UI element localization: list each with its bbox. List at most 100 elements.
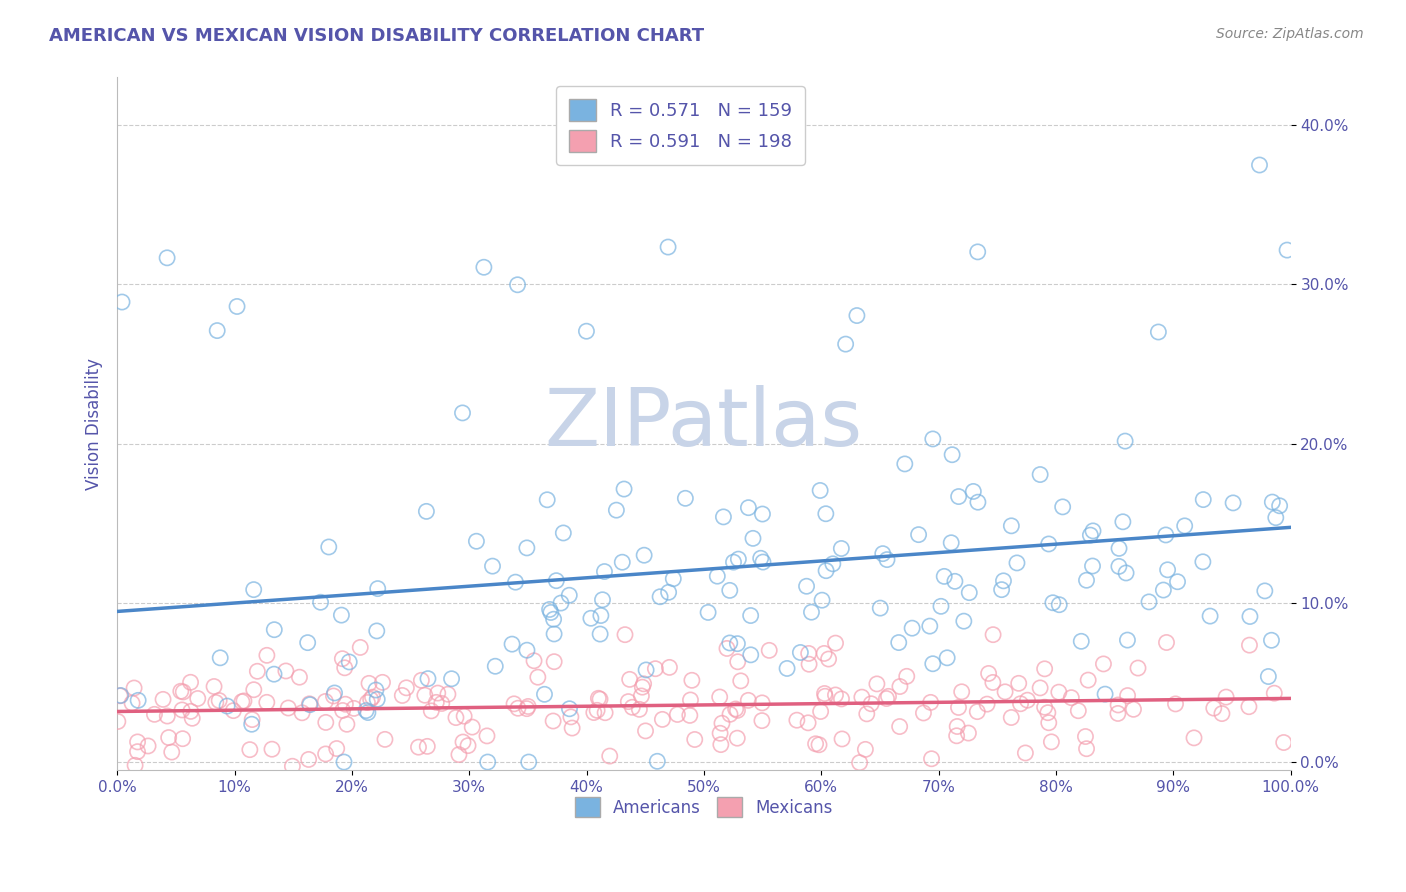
Point: [872, 547, 894, 561]
Point: [332, 704, 354, 718]
Point: [994, 685, 1017, 699]
Point: [575, 324, 598, 338]
Point: [242, 582, 264, 597]
Point: [920, 695, 942, 709]
Point: [298, 752, 321, 766]
Legend: Americans, Mexicans: Americans, Mexicans: [568, 790, 839, 824]
Point: [929, 599, 952, 614]
Point: [444, 710, 467, 724]
Point: [395, 681, 418, 695]
Point: [1249, 158, 1271, 172]
Point: [727, 703, 749, 717]
Point: [901, 621, 924, 635]
Point: [1038, 537, 1060, 551]
Point: [1077, 673, 1099, 687]
Point: [797, 647, 820, 661]
Point: [1211, 706, 1233, 721]
Point: [887, 635, 910, 649]
Point: [589, 608, 612, 623]
Point: [1116, 633, 1139, 648]
Point: [523, 654, 546, 668]
Point: [621, 700, 644, 714]
Point: [1275, 243, 1298, 257]
Point: [288, 670, 311, 684]
Point: [1156, 635, 1178, 649]
Point: [180, 705, 202, 719]
Point: [1017, 693, 1039, 707]
Point: [1108, 541, 1130, 556]
Point: [804, 737, 827, 751]
Point: [246, 665, 269, 679]
Point: [673, 491, 696, 506]
Point: [1052, 500, 1074, 514]
Point: [451, 406, 474, 420]
Point: [181, 711, 204, 725]
Point: [465, 534, 488, 549]
Point: [1268, 499, 1291, 513]
Point: [1215, 690, 1237, 704]
Point: [1074, 730, 1097, 744]
Point: [330, 608, 353, 623]
Point: [1147, 325, 1170, 339]
Point: [633, 677, 655, 691]
Point: [516, 643, 538, 657]
Point: [475, 729, 498, 743]
Point: [425, 695, 447, 709]
Point: [957, 585, 980, 599]
Point: [814, 690, 837, 704]
Point: [713, 509, 735, 524]
Point: [866, 677, 889, 691]
Point: [941, 535, 963, 549]
Point: [697, 606, 720, 620]
Point: [630, 689, 652, 703]
Point: [170, 684, 193, 698]
Point: [461, 720, 484, 734]
Point: [517, 755, 540, 769]
Point: [170, 703, 193, 717]
Point: [558, 588, 581, 602]
Point: [561, 721, 583, 735]
Point: [834, 337, 856, 351]
Point: [315, 747, 337, 761]
Point: [921, 432, 943, 446]
Point: [543, 612, 565, 626]
Point: [1005, 556, 1028, 570]
Point: [662, 572, 685, 586]
Point: [560, 710, 582, 724]
Point: [1272, 735, 1295, 749]
Point: [853, 742, 876, 756]
Point: [613, 482, 636, 496]
Point: [1261, 495, 1284, 509]
Point: [1036, 706, 1059, 720]
Point: [124, 758, 146, 772]
Point: [1047, 685, 1070, 699]
Point: [1000, 518, 1022, 533]
Point: [314, 694, 336, 708]
Point: [1167, 574, 1189, 589]
Point: [156, 251, 179, 265]
Point: [1164, 697, 1187, 711]
Point: [325, 741, 347, 756]
Point: [298, 698, 321, 712]
Point: [797, 715, 820, 730]
Point: [357, 676, 380, 690]
Point: [824, 688, 846, 702]
Point: [1107, 698, 1129, 712]
Point: [122, 681, 145, 695]
Point: [240, 713, 263, 727]
Point: [725, 637, 748, 651]
Point: [821, 557, 844, 571]
Point: [309, 595, 332, 609]
Point: [127, 745, 149, 759]
Point: [1038, 715, 1060, 730]
Point: [337, 655, 360, 669]
Point: [1263, 686, 1285, 700]
Point: [945, 729, 967, 743]
Point: [718, 583, 741, 598]
Point: [808, 483, 831, 498]
Point: [1033, 700, 1056, 714]
Point: [1076, 573, 1098, 587]
Point: [724, 702, 747, 716]
Point: [855, 706, 877, 721]
Point: [323, 686, 346, 700]
